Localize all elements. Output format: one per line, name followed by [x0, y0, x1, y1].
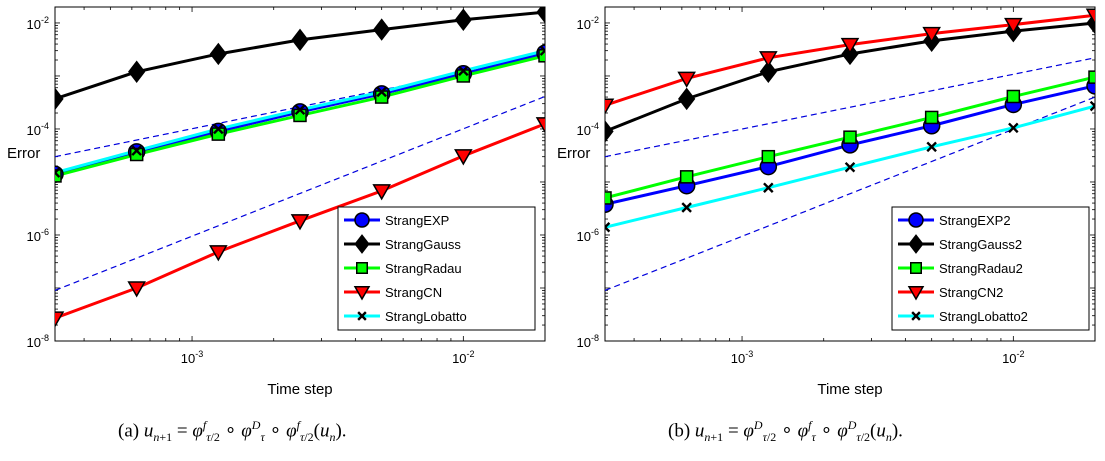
data-point [454, 8, 472, 31]
data-point [458, 65, 469, 77]
y-tick-label: 10-2 [577, 15, 599, 32]
data-point [213, 123, 224, 135]
data-point [55, 87, 64, 111]
data-point [677, 71, 696, 88]
data-point [1008, 122, 1019, 134]
data-point [908, 212, 924, 228]
caption-b: (b) un+1 = φDτ/2 ∘ φfτ ∘ φDτ/2(un). [668, 418, 903, 445]
axes-box [604, 6, 1096, 342]
legend: StrangEXP2 StrangGauss2 StrangRadau2 Strang… [891, 206, 1090, 331]
legend-label: StrangCN [385, 285, 442, 300]
reference-line [605, 57, 1095, 158]
x-tick-label: 10-3 [731, 349, 753, 366]
data-point [357, 311, 367, 321]
data-point [1085, 8, 1095, 25]
data-point [376, 86, 387, 98]
plot-area [605, 8, 1095, 291]
data-point [127, 281, 146, 298]
legend-label: StrangRadau [385, 261, 462, 276]
data-point [55, 167, 61, 178]
y-tick-label: 10-8 [577, 333, 599, 350]
data-point [55, 311, 65, 328]
reference-line [605, 96, 1095, 291]
data-point [372, 184, 391, 201]
data-point [129, 147, 144, 162]
chart-panel-b: 10-3 10-2 10-8 10-6 10-4 10-2 Time step Error St… [557, 6, 1096, 398]
data-point [761, 149, 776, 164]
data-point [605, 221, 611, 233]
data-point [290, 214, 310, 231]
data-point [759, 51, 778, 68]
y-tick-label: 10-4 [27, 121, 49, 138]
data-point [844, 161, 856, 173]
data-point [1089, 100, 1095, 112]
data-point [1006, 89, 1021, 104]
data-point [763, 182, 774, 193]
data-point [907, 286, 925, 301]
data-point [131, 145, 142, 156]
data-point [354, 212, 370, 228]
data-point [1004, 17, 1023, 35]
series-line [55, 10, 545, 101]
data-point [454, 149, 473, 166]
data-point [354, 234, 370, 254]
data-point [209, 42, 227, 66]
data-point [294, 104, 306, 116]
data-point [353, 286, 371, 301]
data-point [759, 60, 777, 83]
y-tick-label: 10-8 [27, 333, 49, 350]
data-point [128, 60, 146, 83]
x-axis-label: Time step [267, 381, 332, 398]
data-point [291, 28, 309, 52]
x-axis-label: Time step [817, 381, 882, 398]
data-point [678, 87, 696, 111]
data-point [926, 141, 937, 153]
reference-line [55, 95, 545, 291]
legend-label: StrangGauss [385, 237, 461, 252]
legend-label: StrangGauss2 [939, 237, 1022, 252]
data-point [911, 311, 921, 321]
data-point [843, 130, 857, 144]
data-point [373, 18, 391, 41]
chart-panel-a: 10-3 10-2 10-8 10-6 10-4 10-2 Time step Error St… [7, 6, 546, 398]
data-point [840, 37, 860, 55]
data-point [605, 120, 614, 143]
data-point [209, 245, 228, 262]
y-tick-label: 10-2 [27, 15, 49, 32]
data-point [908, 234, 924, 254]
legend-label: StrangEXP2 [939, 213, 1011, 228]
x-tick-label: 10-2 [452, 349, 474, 366]
legend-label: StrangEXP [385, 213, 449, 228]
data-point [922, 26, 941, 44]
y-tick-label: 10-4 [577, 121, 599, 138]
data-point [681, 202, 692, 213]
data-point [536, 7, 545, 24]
legend-label: StrangLobatto2 [939, 309, 1028, 324]
x-tick-label: 10-3 [181, 349, 203, 366]
data-point [539, 45, 545, 56]
x-tick-label: 10-2 [1002, 349, 1024, 366]
y-axis-label: Error [7, 145, 40, 162]
legend-label: StrangRadau2 [939, 261, 1023, 276]
y-tick-label: 10-6 [27, 227, 49, 244]
data-point [356, 262, 368, 274]
data-point [605, 98, 615, 115]
data-point [535, 117, 545, 134]
data-point [910, 262, 922, 274]
data-point [605, 191, 612, 205]
caption-a: (a) un+1 = φfτ/2 ∘ φDτ ∘ φfτ/2(un). [118, 418, 347, 445]
legend-label: StrangLobatto [385, 309, 467, 324]
y-tick-label: 10-6 [577, 227, 599, 244]
data-point [1088, 70, 1095, 84]
data-point [538, 49, 545, 63]
legend: StrangEXP StrangGauss StrangRadau StrangCN S… [337, 206, 536, 331]
data-point [679, 170, 694, 184]
data-point [924, 110, 939, 125]
y-axis-label: Error [557, 145, 590, 162]
plot-area [55, 7, 545, 328]
legend-label: StrangCN2 [939, 285, 1003, 300]
